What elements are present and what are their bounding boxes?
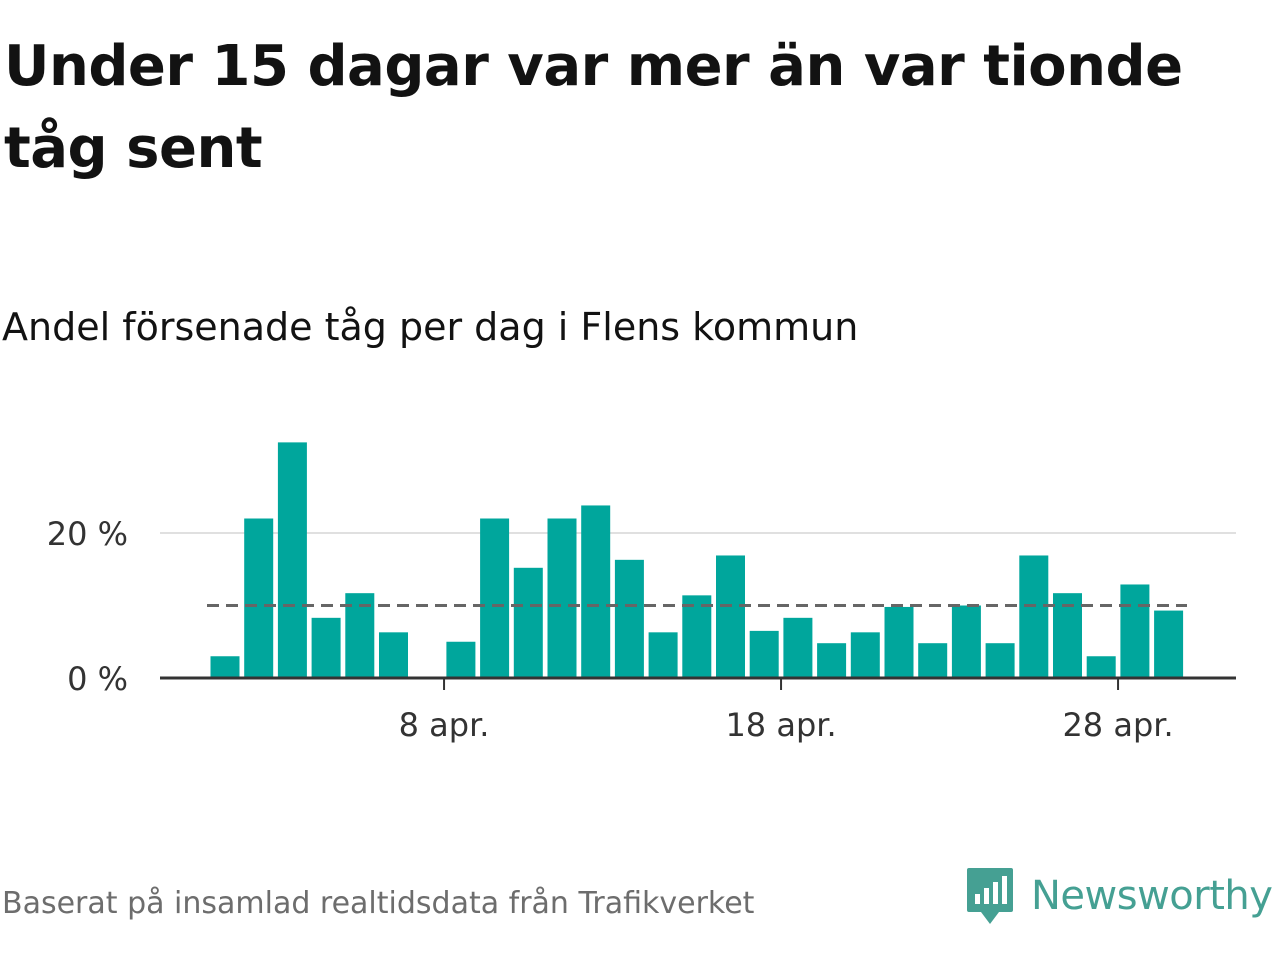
bar-day-6 — [379, 632, 408, 678]
bar-day-18 — [783, 617, 813, 678]
bar-day-28 — [1120, 584, 1150, 678]
bar-day-8 — [446, 641, 476, 678]
bar-day-21 — [884, 606, 914, 678]
x-tick-label: 28 apr. — [1062, 706, 1173, 744]
bar-day-11 — [547, 518, 577, 678]
bar-day-1 — [210, 656, 240, 678]
bar-day-2 — [244, 518, 274, 678]
axes: 0 % 20 % 8 apr. 18 apr. 28 apr. — [47, 515, 1236, 744]
bar-day-4 — [311, 617, 341, 678]
newsworthy-logo: Newsworthy — [965, 864, 1273, 928]
y-tick-label: 0 % — [67, 660, 128, 698]
newsworthy-logo-icon — [967, 868, 1013, 924]
bars — [210, 442, 1184, 678]
bar-day-16 — [716, 555, 745, 678]
chart-subtitle: Andel försenade tåg per dag i Flens komm… — [2, 305, 859, 349]
bar-day-24 — [985, 643, 1015, 678]
bar-day-12 — [581, 505, 611, 678]
x-tick-label: 8 apr. — [399, 706, 490, 744]
bar-day-29 — [1154, 610, 1184, 678]
source-note: Baserat på insamlad realtidsdata från Tr… — [2, 886, 755, 921]
bar-day-22 — [918, 643, 948, 678]
bar-day-19 — [817, 643, 847, 678]
bar-day-27 — [1086, 656, 1116, 678]
bar-day-13 — [614, 559, 644, 678]
bar-day-23 — [951, 605, 981, 678]
x-tick-label: 18 apr. — [725, 706, 836, 744]
bar-chart: 0 % 20 % 8 apr. 18 apr. 28 apr. — [47, 442, 1236, 744]
bar-day-9 — [480, 518, 510, 678]
bar-day-25 — [1019, 555, 1049, 678]
bar-day-17 — [749, 630, 779, 678]
bar-day-3 — [277, 442, 307, 678]
bar-day-15 — [682, 595, 712, 678]
bar-day-26 — [1053, 593, 1082, 678]
y-tick-label: 20 % — [47, 515, 128, 553]
bar-day-14 — [648, 632, 678, 678]
chart-title: Under 15 dagar var mer än var tionde tåg… — [4, 34, 1183, 181]
bar-day-20 — [850, 632, 880, 678]
brand-name: Newsworthy — [1031, 873, 1273, 919]
bar-day-5 — [345, 593, 375, 678]
bar-day-10 — [513, 567, 543, 678]
